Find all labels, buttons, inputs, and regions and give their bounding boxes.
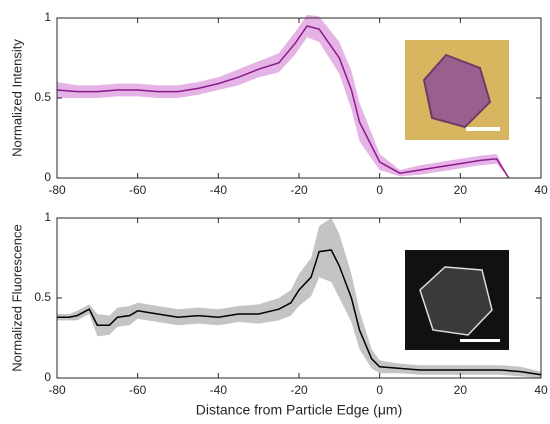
line (56, 25, 510, 179)
line (57, 249, 542, 376)
x-tick-label: 40 (534, 183, 548, 197)
error-band (57, 218, 541, 378)
x-tick-label: 0 (376, 183, 383, 197)
x-tick-label: -40 (210, 383, 228, 397)
x-tick-label: 40 (534, 383, 548, 397)
inset-bottom (405, 250, 509, 350)
inset-top (405, 40, 509, 140)
x-tick-label: -60 (129, 383, 147, 397)
x-tick-label: -20 (290, 183, 308, 197)
y-tick-label: 0 (44, 170, 51, 184)
x-tick-label: 20 (454, 183, 468, 197)
y-tick-label: 0 (44, 370, 51, 384)
x-tick-label: 0 (376, 383, 383, 397)
x-tick-label: -20 (290, 383, 308, 397)
y-axis-label: Normalized Intensity (9, 39, 24, 157)
x-tick-label: -80 (48, 183, 66, 197)
x-axis-label: Distance from Particle Edge (μm) (196, 402, 402, 418)
y-tick-label: 0.5 (34, 90, 51, 104)
y-axis-label: Normalized Fluorescence (9, 224, 24, 371)
y-tick-label: 0.5 (34, 290, 51, 304)
y-tick-label: 1 (44, 210, 51, 224)
x-tick-label: -60 (129, 183, 147, 197)
x-tick-label: -80 (48, 383, 66, 397)
x-tick-label: -40 (210, 183, 228, 197)
x-tick-label: 20 (454, 383, 468, 397)
error-band (57, 14, 509, 178)
y-tick-label: 1 (44, 10, 51, 24)
